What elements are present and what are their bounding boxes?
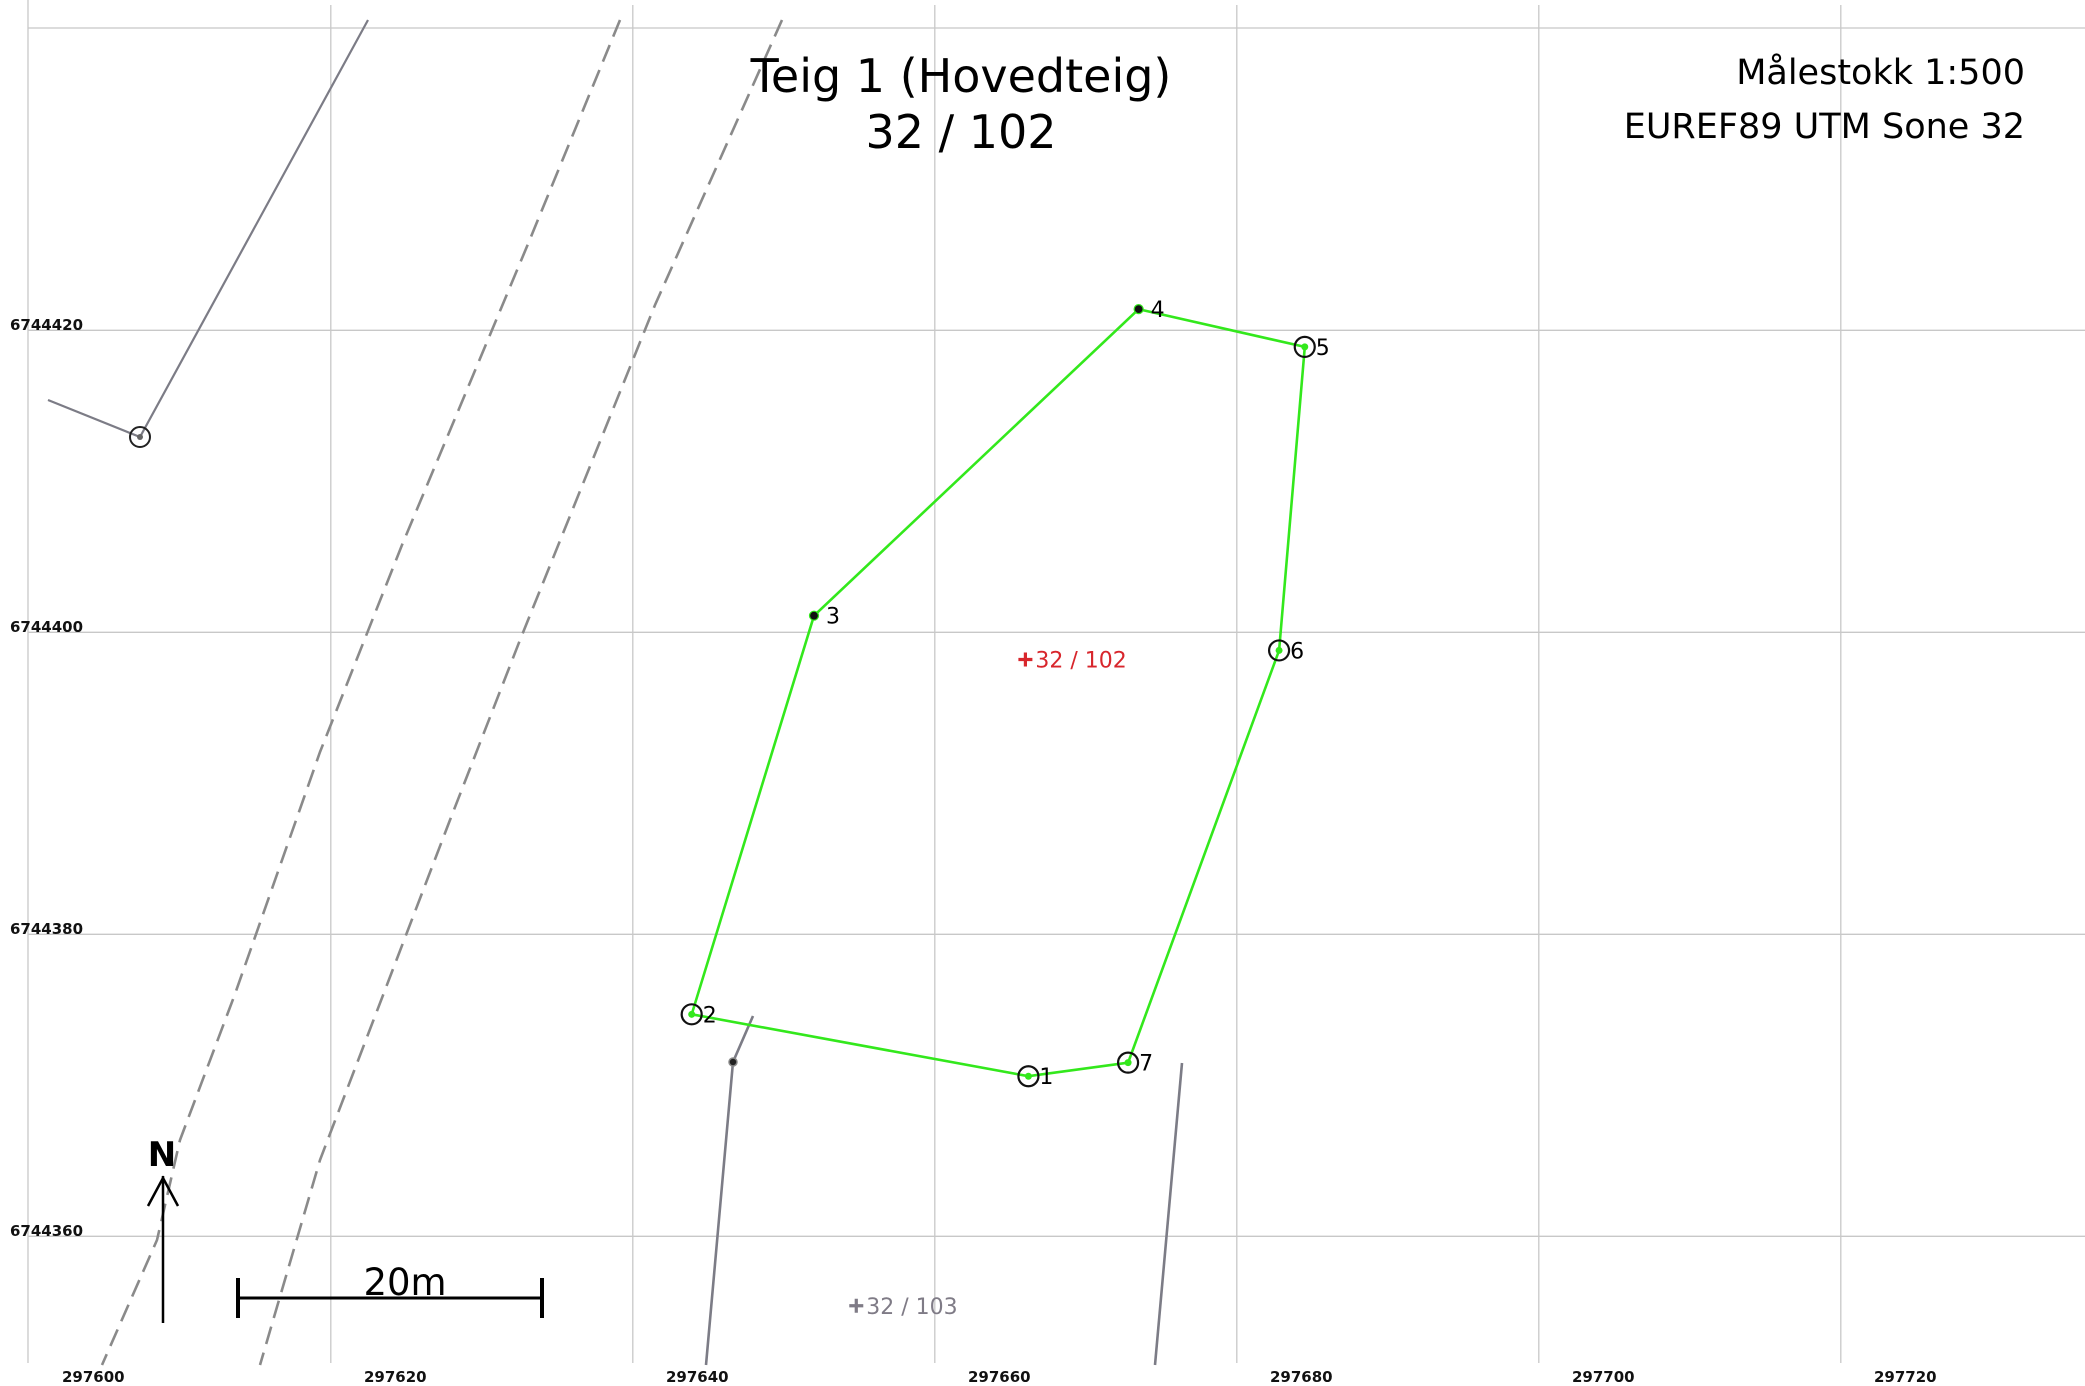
easting-tick-label: 297720 — [1874, 1368, 1937, 1386]
boundary-point-center — [1301, 343, 1309, 351]
boundary-point-ring — [1017, 1065, 1040, 1088]
boundary-point-ring — [1293, 335, 1316, 359]
northing-tick-label: 6744360 — [10, 1222, 83, 1240]
boundary-point-label: 2 — [703, 1003, 717, 1028]
map-title-line1: Teig 1 (Hovedteig) — [750, 49, 1172, 103]
boundary-point-center — [1024, 1072, 1032, 1080]
boundary-point-ring — [680, 1003, 703, 1026]
scale-bar-label: 20m — [363, 1261, 446, 1304]
boundary-point-ring — [1116, 1051, 1140, 1074]
boundary-point-label: 1 — [1039, 1065, 1053, 1090]
neighbor-boundary-point — [728, 1057, 738, 1067]
parcel-32-102[interactable] — [690, 307, 1307, 1078]
parcel-boundary-polygon[interactable] — [690, 307, 1307, 1078]
parcel-labels: 32 / 102 32 / 103 — [849, 648, 1127, 1320]
northing-tick-label: 6744420 — [10, 316, 83, 334]
boundary-point-center — [1275, 646, 1283, 654]
boundary-point-label: 5 — [1316, 336, 1330, 361]
neighbor-boundary-point-center — [137, 434, 143, 440]
own-parcel-label-text: 32 / 102 — [1035, 648, 1126, 673]
neighbor-boundary-northwest — [47, 19, 369, 439]
easting-tick-label: 297660 — [968, 1368, 1031, 1386]
neighbor-boundary-southwest — [704, 1015, 755, 1366]
neighbor-parcel-label-text: 32 / 103 — [866, 1295, 957, 1320]
easting-tick-label: 297620 — [364, 1368, 427, 1386]
boundary-point-6[interactable]: 6 — [1267, 639, 1304, 664]
boundary-point-center — [1124, 1059, 1132, 1067]
road-edge-east — [258, 19, 784, 1366]
road-edge-west — [100, 19, 622, 1366]
boundary-point-ring — [1267, 639, 1291, 662]
boundary-point-3[interactable]: 3 — [808, 605, 841, 630]
boundary-point-label: 6 — [1290, 639, 1304, 664]
boundary-point-label: 7 — [1139, 1052, 1153, 1077]
neighbor-boundary-point — [129, 426, 151, 448]
north-arrow-head — [146, 1175, 180, 1207]
neighbor-parcel-label[interactable]: 32 / 103 — [849, 1295, 958, 1320]
map-title: Teig 1 (Hovedteig) 32 / 102 — [750, 49, 1172, 159]
boundary-point-dot — [808, 610, 820, 621]
northing-tick-label: 6744380 — [10, 920, 83, 938]
crs-text: EUREF89 UTM Sone 32 — [1624, 107, 2025, 147]
scale-bar: 20m — [236, 1261, 544, 1318]
easting-tick-labels: 297600 297620 297640 297660 297680 29770… — [62, 1368, 1937, 1386]
north-arrow: N — [146, 1135, 180, 1323]
boundary-point-5[interactable]: 5 — [1293, 335, 1330, 361]
northing-tick-label: 6744400 — [10, 618, 83, 636]
map-title-line2: 32 / 102 — [865, 105, 1056, 159]
map-info: Målestokk 1:500 EUREF89 UTM Sone 32 — [1624, 52, 2025, 147]
own-parcel-marker — [1018, 652, 1033, 667]
neighbor-parcel-marker — [849, 1298, 864, 1313]
boundary-point-2[interactable]: 2 — [680, 1003, 717, 1028]
coordinate-grid — [27, 0, 2085, 1363]
boundary-point-4[interactable]: 4 — [1133, 298, 1165, 323]
northing-tick-labels: 6744420 6744400 6744380 6744360 — [10, 316, 83, 1240]
boundary-point-7[interactable]: 7 — [1116, 1051, 1153, 1077]
own-parcel-label[interactable]: 32 / 102 — [1018, 648, 1127, 673]
neighbor-boundary-southeast — [1153, 1062, 1184, 1366]
boundary-point-label: 4 — [1151, 298, 1165, 323]
easting-tick-label: 297680 — [1270, 1368, 1333, 1386]
boundary-point-label: 3 — [826, 605, 840, 630]
easting-tick-label: 297600 — [62, 1368, 125, 1386]
boundary-points: 1 2 3 4 5 6 7 — [680, 298, 1330, 1090]
easting-tick-label: 297640 — [666, 1368, 729, 1386]
scale-text: Målestokk 1:500 — [1736, 52, 2025, 93]
north-label: N — [148, 1135, 176, 1175]
boundary-point-1[interactable]: 1 — [1017, 1065, 1053, 1090]
neighbor-boundaries — [47, 19, 1184, 1366]
boundary-point-center — [688, 1010, 696, 1018]
boundary-point-dot — [1133, 304, 1144, 315]
road-edges — [100, 19, 784, 1366]
easting-tick-label: 297700 — [1572, 1368, 1635, 1386]
